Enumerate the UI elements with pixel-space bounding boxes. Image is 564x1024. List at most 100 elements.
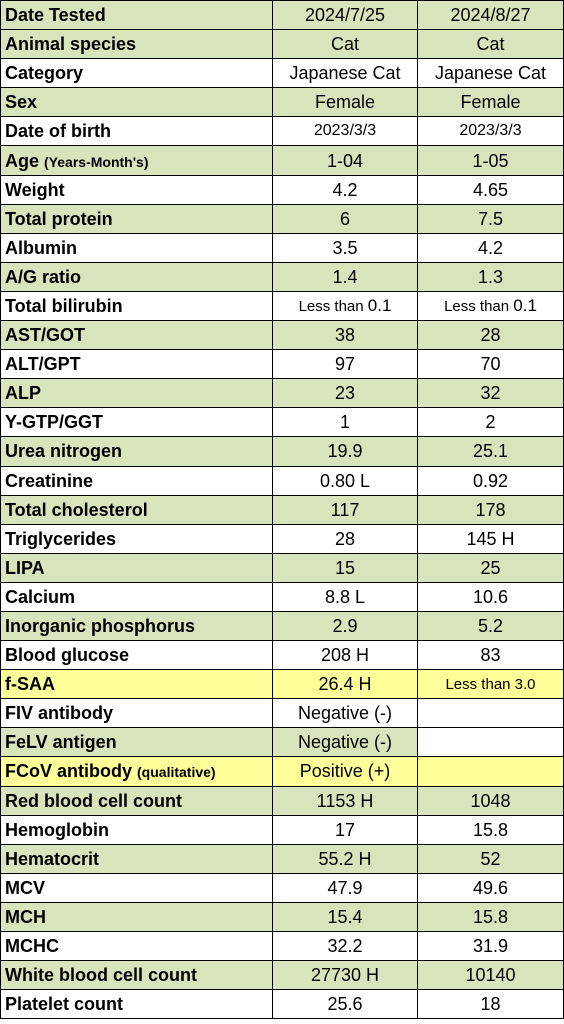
table-row: FeLV antigen Negative (-) <box>0 727 564 758</box>
value-1: 1-04 <box>272 145 418 176</box>
value-1: 2023/3/3 <box>272 116 418 147</box>
table-row: Age (Years-Month's) 1-04 1-05 <box>0 145 564 176</box>
table-row: ALT/GPT 97 70 <box>0 349 564 380</box>
table-row: Platelet count 25.6 18 <box>0 989 564 1020</box>
value-2: 4.2 <box>417 232 564 263</box>
table-row: MCH 15.4 15.8 <box>0 901 564 933</box>
value-1: 97 <box>272 349 418 380</box>
value-1: 8.8 L <box>272 581 418 612</box>
table-row: FIV antibody Negative (-) <box>0 698 564 729</box>
value-1: Japanese Cat <box>272 58 418 89</box>
table-row: LIPA 15 25 <box>0 552 564 583</box>
row-label: Date of birth <box>0 116 273 147</box>
value-2: 1048 <box>417 785 564 816</box>
row-label: Calcium <box>0 581 273 612</box>
value-2: 2023/3/3 <box>417 116 564 147</box>
table-row: Sex Female Female <box>0 87 564 118</box>
value-1: 0.80 L <box>272 465 418 496</box>
table-row: Y-GTP/GGT 1 2 <box>0 407 564 438</box>
table-row: MCHC 32.2 31.9 <box>0 930 564 962</box>
row-label: ALT/GPT <box>0 349 273 380</box>
value-1: 17 <box>272 814 418 845</box>
row-label: ALP <box>0 378 273 409</box>
value-1: 28 <box>272 523 418 554</box>
value-2: 1-05 <box>417 145 564 176</box>
value-2: 5.2 <box>417 610 564 642</box>
value-2: 25.1 <box>417 436 564 467</box>
row-label: Inorganic phosphorus <box>0 610 273 642</box>
value-1: 27730 H <box>272 960 418 991</box>
value-2: 70 <box>417 349 564 380</box>
table-row: Total cholesterol 117 178 <box>0 494 564 525</box>
value-2: 0.92 <box>417 465 564 496</box>
table-row: Animal species Cat Cat <box>0 29 564 60</box>
value-2: 1.3 <box>417 261 564 292</box>
row-label: Blood glucose <box>0 640 273 671</box>
date-col-2: 2024/8/27 <box>417 0 564 31</box>
value-number: 0.1 <box>367 296 392 316</box>
table-row: Date of birth 2023/3/3 2023/3/3 <box>0 116 564 147</box>
value-2: 10140 <box>417 960 564 991</box>
table-row: Weight 4.2 4.65 <box>0 174 564 205</box>
value-1: Negative (-) <box>272 727 418 758</box>
table-row: AST/GOT 38 28 <box>0 320 564 351</box>
value-1: Female <box>272 87 418 118</box>
row-label: LIPA <box>0 552 273 583</box>
table-row: Urea nitrogen 19.9 25.1 <box>0 436 564 467</box>
row-label: Red blood cell count <box>0 785 273 816</box>
value-1: 26.4 H <box>272 669 418 700</box>
value-1: 3.5 <box>272 232 418 263</box>
row-label: Total bilirubin <box>0 290 273 322</box>
value-2: 25 <box>417 552 564 583</box>
value-2: 32 <box>417 378 564 409</box>
row-label: AST/GOT <box>0 320 273 351</box>
value-1: 1 <box>272 407 418 438</box>
value-2: 4.65 <box>417 174 564 205</box>
table-row: White blood cell count 27730 H 10140 <box>0 960 564 991</box>
value-2: Female <box>417 87 564 118</box>
value-1: Less than 0.1 <box>272 290 418 322</box>
table-row: Inorganic phosphorus 2.9 5.2 <box>0 610 564 642</box>
value-2: 2 <box>417 407 564 438</box>
value-1: 15.4 <box>272 901 418 933</box>
row-label: Age (Years-Month's) <box>0 145 273 176</box>
table-row: Calcium 8.8 L 10.6 <box>0 581 564 612</box>
value-1: 6 <box>272 203 418 234</box>
value-1: Cat <box>272 29 418 60</box>
value-1: 38 <box>272 320 418 351</box>
row-label-sub: (qualitative) <box>137 764 216 781</box>
row-label-main: Age <box>5 150 40 171</box>
row-label: FIV antibody <box>0 698 273 729</box>
row-label: MCHC <box>0 930 273 962</box>
value-1: 2.9 <box>272 610 418 642</box>
value-number: 0.1 <box>513 296 537 316</box>
table-row: Total bilirubin Less than 0.1 Less than … <box>0 290 564 322</box>
value-2: 18 <box>417 989 564 1020</box>
table-row: Hematocrit 55.2 H 52 <box>0 843 564 874</box>
date-tested-label: Date Tested <box>0 0 273 31</box>
value-2: 7.5 <box>417 203 564 234</box>
row-label-sub: (Years-Month's) <box>44 153 149 170</box>
table-row: A/G ratio 1.4 1.3 <box>0 261 564 292</box>
table-row: Hemoglobin 17 15.8 <box>0 814 564 845</box>
table-row-highlighted: FCoV antibody (qualitative) Positive (+) <box>0 756 564 787</box>
value-2: Cat <box>417 29 564 60</box>
table-row: Albumin 3.5 4.2 <box>0 232 564 263</box>
value-1: 23 <box>272 378 418 409</box>
date-col-1: 2024/7/25 <box>272 0 418 31</box>
row-label: Albumin <box>0 232 273 263</box>
header-row: Date Tested 2024/7/25 2024/8/27 <box>0 0 564 31</box>
row-label: FeLV antigen <box>0 727 273 758</box>
row-label: FCoV antibody (qualitative) <box>0 756 273 787</box>
row-label: Platelet count <box>0 989 273 1020</box>
value-2 <box>417 698 564 729</box>
value-2: 31.9 <box>417 930 564 962</box>
value-2: Less than 0.1 <box>417 290 564 322</box>
value-2: 178 <box>417 494 564 525</box>
value-2: 83 <box>417 640 564 671</box>
row-label-main: FCoV antibody <box>5 761 132 782</box>
value-2: 49.6 <box>417 872 564 903</box>
value-2 <box>417 727 564 758</box>
value-1: 208 H <box>272 640 418 671</box>
